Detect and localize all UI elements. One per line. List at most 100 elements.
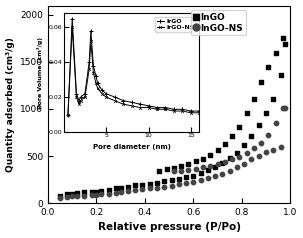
Point [147, 182, 152, 185]
Point [70, 194, 75, 198]
Point [278, 145, 283, 149]
Point [283, 42, 288, 46]
Point [186, 168, 191, 172]
X-axis label: Relative pressure (P/Po): Relative pressure (P/Po) [98, 223, 241, 233]
Point [147, 187, 152, 190]
Point [82, 191, 87, 194]
Point [201, 165, 205, 169]
Point [259, 80, 264, 84]
Point [171, 166, 176, 170]
Point [201, 157, 205, 160]
Point [215, 162, 220, 166]
Point [94, 193, 99, 197]
Point [259, 141, 264, 144]
Point [106, 192, 111, 195]
Point [235, 151, 239, 155]
Point [198, 178, 203, 182]
Point [266, 65, 271, 69]
Point [271, 148, 276, 152]
Point [133, 183, 138, 187]
Point [227, 156, 232, 160]
Point [70, 192, 75, 196]
Point [256, 154, 261, 158]
Point [94, 190, 99, 193]
Point [125, 185, 130, 188]
Point [140, 183, 145, 186]
Point [213, 174, 218, 178]
Point [193, 167, 198, 170]
Point [205, 169, 210, 172]
Point [273, 121, 278, 124]
Point [155, 186, 159, 189]
Point [271, 97, 276, 100]
Point [251, 97, 256, 100]
Point [162, 179, 167, 183]
Point [213, 165, 218, 169]
Point [249, 158, 254, 161]
Point [266, 133, 271, 137]
Point [251, 146, 256, 150]
Point [249, 134, 254, 138]
Point [186, 162, 191, 166]
Point [157, 169, 162, 173]
Point [176, 182, 181, 186]
Point [205, 176, 210, 180]
Point [89, 190, 94, 194]
Point [230, 158, 235, 161]
Point [264, 111, 268, 115]
Point [208, 164, 213, 168]
Point [237, 125, 242, 129]
Point [227, 169, 232, 173]
Point [89, 193, 94, 197]
Point [82, 194, 87, 198]
Point [99, 192, 104, 196]
Point [171, 169, 176, 173]
Point [215, 148, 220, 152]
Point [281, 37, 285, 40]
Point [106, 188, 111, 192]
Point [118, 186, 123, 189]
Point [220, 172, 225, 176]
Point [179, 164, 184, 168]
Point [169, 184, 174, 188]
Point [191, 174, 196, 178]
Point [184, 176, 188, 179]
Point [283, 106, 288, 110]
Point [242, 143, 247, 147]
Point [208, 153, 213, 157]
Point [169, 178, 174, 182]
Point [125, 189, 130, 193]
Point [222, 142, 227, 146]
Point [244, 111, 249, 115]
Point [273, 51, 278, 55]
Point [198, 171, 203, 175]
Point [235, 166, 239, 169]
Point [176, 177, 181, 181]
Point [278, 73, 283, 77]
Point [244, 151, 249, 155]
Legend: lnGO, lnGO-NS: lnGO, lnGO-NS [191, 10, 246, 35]
Point [162, 185, 167, 188]
Y-axis label: Quantity adsorbed (cm³/g): Quantity adsorbed (cm³/g) [5, 37, 15, 172]
Point [230, 134, 235, 138]
Point [155, 181, 159, 184]
Point [191, 180, 196, 183]
Point [193, 159, 198, 163]
Point [118, 190, 123, 194]
Point [75, 194, 79, 198]
Point [140, 188, 145, 191]
Point [113, 187, 118, 190]
Point [113, 191, 118, 195]
Point [164, 168, 169, 171]
Point [220, 161, 225, 165]
Point [58, 196, 62, 199]
Point [179, 169, 184, 173]
Point [133, 188, 138, 192]
Point [58, 193, 62, 197]
Point [237, 155, 242, 159]
Point [264, 150, 268, 154]
Point [65, 195, 70, 199]
Point [75, 191, 79, 195]
Point [242, 162, 247, 166]
Point [65, 192, 70, 196]
